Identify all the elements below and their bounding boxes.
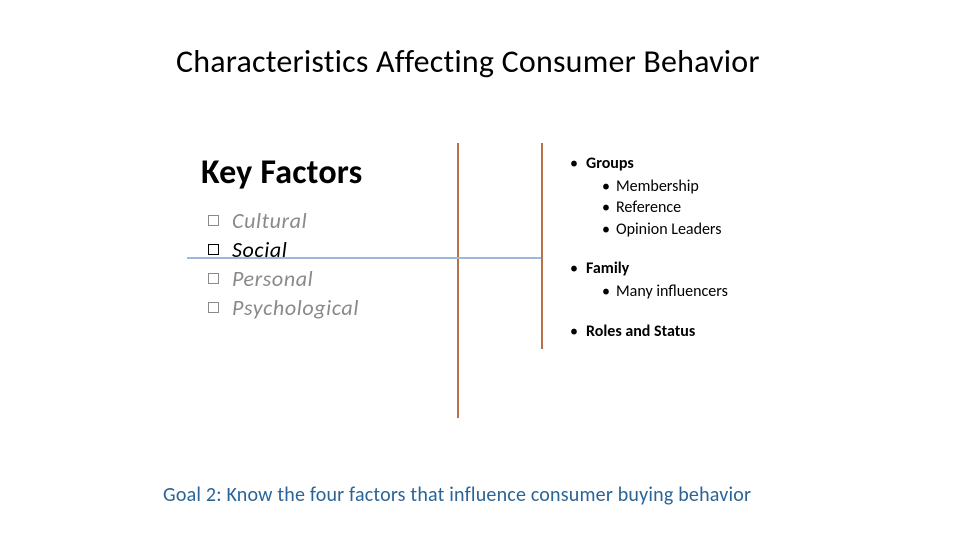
family-item-many-influencers: Many influencers [600,281,888,303]
family-heading: Family Many influencers [568,258,888,302]
family-label: Family [586,259,629,278]
factor-psychological: Psychological [208,293,359,322]
key-factors-heading: Key Factors [201,152,362,193]
slide-title: Characteristics Affecting Consumer Behav… [176,44,796,81]
key-factors-list: Cultural Social Personal Psychological [208,206,359,322]
factor-personal: Personal [208,264,359,293]
groups-heading: Groups Membership Reference Opinion Lead… [568,153,888,240]
slide: Characteristics Affecting Consumer Behav… [0,0,960,540]
connector-vertical-left [457,143,459,418]
groups-item-reference: Reference [600,197,888,219]
social-details: Groups Membership Reference Opinion Lead… [568,153,888,348]
footer-goal: Goal 2: Know the four factors that influ… [163,483,751,507]
factor-social: Social [208,235,359,264]
connector-horizontal [187,257,541,259]
roles-status-label: Roles and Status [586,322,695,341]
groups-item-opinion-leaders: Opinion Leaders [600,219,888,241]
groups-item-membership: Membership [600,176,888,198]
roles-status-heading: Roles and Status [568,321,888,343]
groups-label: Groups [586,154,634,173]
connector-vertical-right [541,143,543,349]
factor-cultural: Cultural [208,206,359,235]
